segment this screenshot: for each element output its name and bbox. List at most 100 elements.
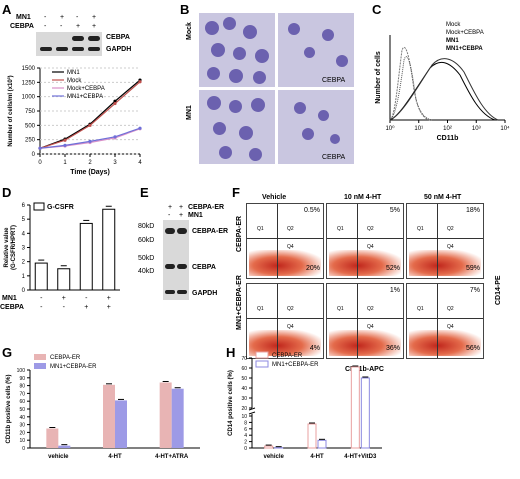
quadrant-label: Q4 [287,244,294,250]
blot-band [88,47,100,51]
histogram-curve [389,47,431,121]
quadrant-label: Q1 [257,306,264,312]
y-tick-label: 2 [22,260,26,266]
data-point [138,80,142,84]
legend-label: Mock+CEBPA [67,86,105,92]
y-tick-label: 3 [22,246,26,252]
x-sign-mn1: - [40,295,43,302]
bar [350,366,360,449]
y-tick-label: 20 [19,430,25,436]
quadrant-percent-lower: 52% [385,265,400,272]
x-tick-label: 10³ [472,126,481,132]
chart-c-histogram: 10⁰ 10¹ 10² 10³ 10⁴ CD11b Number of cells Mock M… [375,22,510,142]
blot-a-mn1-sign: - [76,14,79,21]
micrograph-label-cebpa: CEBPA [322,77,346,84]
y-tick-label: 500 [25,123,36,129]
quadrant-line-vertical [356,284,358,358]
y-axis-label: Number of cells [375,51,382,104]
data-point [88,123,92,127]
blot-e-sign: + [168,204,173,211]
x-tick-label: 4-HT [310,454,324,460]
blot-e-sign: - [168,212,171,219]
y-axis-label: Relative value [4,227,10,268]
bar [58,445,71,448]
quadrant-label: Q1 [417,226,424,232]
y-tick-label: 0 [22,288,26,294]
panel-label-c: C [372,2,382,17]
quadrant-percent-lower: 20% [305,265,320,272]
micrograph-row-mock: Mock [186,22,193,40]
quadrant-label: Q2 [447,306,454,312]
blot-e-label-cebpa-er: CEBPA-ER [188,204,225,211]
data-point [63,138,67,142]
blot-a-cebpa-sign: - [44,23,47,30]
y-axis-label: Number of cells/ml (x10³) [7,75,14,146]
y-tick-label: 50 [19,407,25,413]
blot-e-band-cebpa: CEBPA [192,264,216,271]
blot-a-cebpa-sign: + [76,23,81,30]
x-row-label-cebpa: CEBPA [0,304,24,311]
x-sign-mn1: + [107,295,111,302]
x-tick-label: 10⁴ [500,125,510,132]
blot-e-band-cebpa-er: CEBPA-ER [192,228,229,235]
quadrant-percent-upper: 5% [389,207,400,214]
histogram-curve [389,58,499,121]
x-axis-label: Time (Days) [70,169,110,176]
quadrant-percent-upper: 1% [389,287,400,294]
y-axis-label: (G-CSFR/HPRT) [11,225,17,270]
blot-a-mn1-sign: + [60,14,65,21]
y-tick-label: 0 [244,446,247,452]
panel-label-d: D [2,185,12,200]
blot-e-band-gapdh: GAPDH [192,290,218,297]
y-tick-label: 100 [17,368,26,374]
bar [103,384,115,448]
bar [79,222,93,291]
data-point [113,99,117,103]
y-tick-label: 1000 [22,95,36,101]
quadrant-line-horizontal [407,238,483,240]
blot-e-image [163,220,189,300]
legend-label: MN1+CEBPA [446,46,483,52]
fcs-plot: Q1 Q2 Q4 1% 36% [326,283,404,359]
quadrant-percent-lower: 56% [465,345,480,352]
quadrant-line-vertical [436,204,438,278]
y-tick-label: 30 [241,396,247,402]
bar [159,382,172,448]
x-sign-cebpa: + [84,304,88,311]
x-tick-label: 1 [63,160,67,166]
legend-label: Mock [446,22,461,28]
quadrant-label: Q1 [337,306,344,312]
x-tick-label: 4-HT+VitD3 [344,454,377,460]
y-tick-label: 5 [22,217,26,223]
y-tick-label: 6 [244,427,247,433]
quadrant-percent-upper: 0.5% [304,207,320,214]
blot-band [165,228,175,234]
y-tick-label: 70 [19,391,25,397]
quadrant-line-vertical [436,284,438,358]
fcs-row-label-cebpa-er: CEBPA-ER [236,215,243,252]
blot-a-band-cebpa: CEBPA [106,34,130,41]
quadrant-line-vertical [356,204,358,278]
x-tick-label: 0 [38,160,42,166]
x-tick-label: 4-HT [108,454,122,460]
bar [115,400,127,448]
blot-band [72,36,84,41]
fcs-density [249,250,321,276]
legend-label: Mock [67,78,82,84]
quadrant-percent-lower: 59% [465,265,480,272]
micrograph-mock-cebpa: CEBPA [277,12,355,88]
data-point [113,101,117,106]
quadrant-label: Q1 [337,226,344,232]
y-axis-label: CD11b positive cells (%) [6,374,12,443]
data-point [38,146,42,150]
blot-a-label-mn1: MN1 [16,14,31,21]
x-tick-label: vehicle [48,454,69,460]
histogram-curve [389,56,433,121]
quadrant-percent-upper: 18% [465,207,480,214]
x-tick-label: 10⁰ [385,125,395,132]
x-tick-label: vehicle [263,454,284,460]
x-tick-label: 3 [113,160,117,166]
x-axis-label: CD11b [437,135,459,142]
fcs-col-title-vehicle: Vehicle [262,194,287,201]
